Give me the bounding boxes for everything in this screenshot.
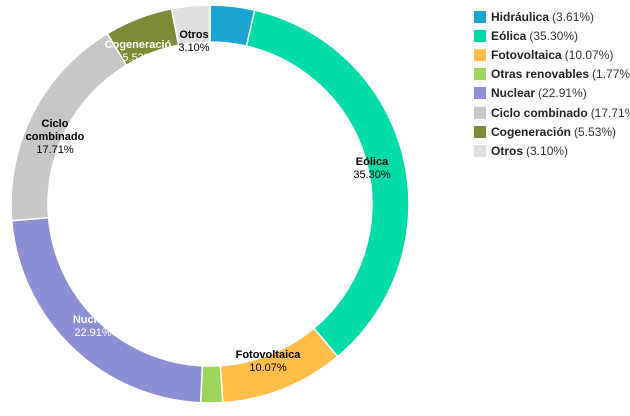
legend-label: Otras renovables	[491, 67, 590, 82]
legend-label: Eólica	[491, 28, 527, 43]
chart-legend: Hidráulica (3.61%) Eólica (35.30%) Fotovolta…	[474, 7, 630, 161]
legend-item-otras-renovables[interactable]: Otras renovables (1.77%)	[474, 65, 630, 84]
slice-labels: Eólica 35.30% Fotovoltaica 10.07% Nuclear 22.…	[26, 29, 391, 374]
slice-label-fotovoltaica: Fotovoltaica 10.07%	[236, 349, 302, 374]
legend-swatch	[474, 87, 486, 100]
legend-item-cogeneración[interactable]: Cogeneración (5.53%)	[474, 122, 630, 141]
legend-swatch	[474, 29, 486, 42]
legend-value: (3.61%)	[552, 9, 595, 24]
legend-item-ciclo-combinado[interactable]: Ciclo combinado(17.71%)	[474, 103, 630, 122]
legend-label: Ciclo combinado	[491, 105, 588, 120]
slice-label-otros: Otros 3.10%	[178, 29, 209, 54]
legend-item-nuclear[interactable]: Nuclear (22.91%)	[474, 84, 630, 103]
legend-label: Otros	[491, 143, 524, 158]
slice-ciclo-combinado[interactable]	[10, 32, 128, 222]
legend-label: Hidráulica	[491, 9, 550, 24]
legend-item-otros[interactable]: Otros (3.10%)	[474, 141, 630, 160]
legend-item-fotovoltaica[interactable]: Fotovoltaica (10.07%)	[474, 45, 630, 64]
slice-label-ciclo-combinado: Ciclo combinado 17.71%	[26, 118, 85, 156]
legend-value: (17.71%)	[590, 105, 630, 120]
legend-value: (35.30%)	[529, 28, 579, 43]
slice-label-nuclear: Nuclear 22.91%	[73, 314, 114, 339]
legend-swatch	[474, 106, 486, 119]
legend-value: (5.53%)	[574, 124, 617, 139]
legend-value: (1.77%)	[592, 67, 630, 82]
donut-slices	[10, 4, 410, 404]
legend-swatch	[474, 125, 486, 138]
slice-otros[interactable]	[170, 4, 211, 46]
slice-eólica[interactable]	[245, 9, 410, 358]
slice-label-cogeneración: Cogeneració 5.53%	[105, 39, 172, 64]
legend-item-eólica[interactable]: Eólica (35.30%)	[474, 26, 630, 45]
legend-swatch	[474, 68, 486, 81]
legend-label: Fotovoltaica	[491, 47, 562, 62]
legend-swatch	[474, 48, 486, 61]
legend-swatch	[474, 144, 486, 157]
legend-value: (10.07%)	[564, 47, 614, 62]
slice-otras-renovables[interactable]	[199, 364, 224, 404]
legend-value: (22.91%)	[538, 86, 587, 101]
slice-nuclear[interactable]	[10, 216, 204, 404]
legend-label: Cogeneración	[491, 124, 572, 139]
legend-value: (3.10%)	[526, 143, 569, 158]
slice-label-eólica: Eólica 35.30%	[353, 156, 391, 181]
legend-item-hidráulica[interactable]: Hidráulica (3.61%)	[474, 7, 630, 26]
legend-label: Nuclear	[491, 86, 536, 101]
legend-swatch	[474, 10, 486, 23]
